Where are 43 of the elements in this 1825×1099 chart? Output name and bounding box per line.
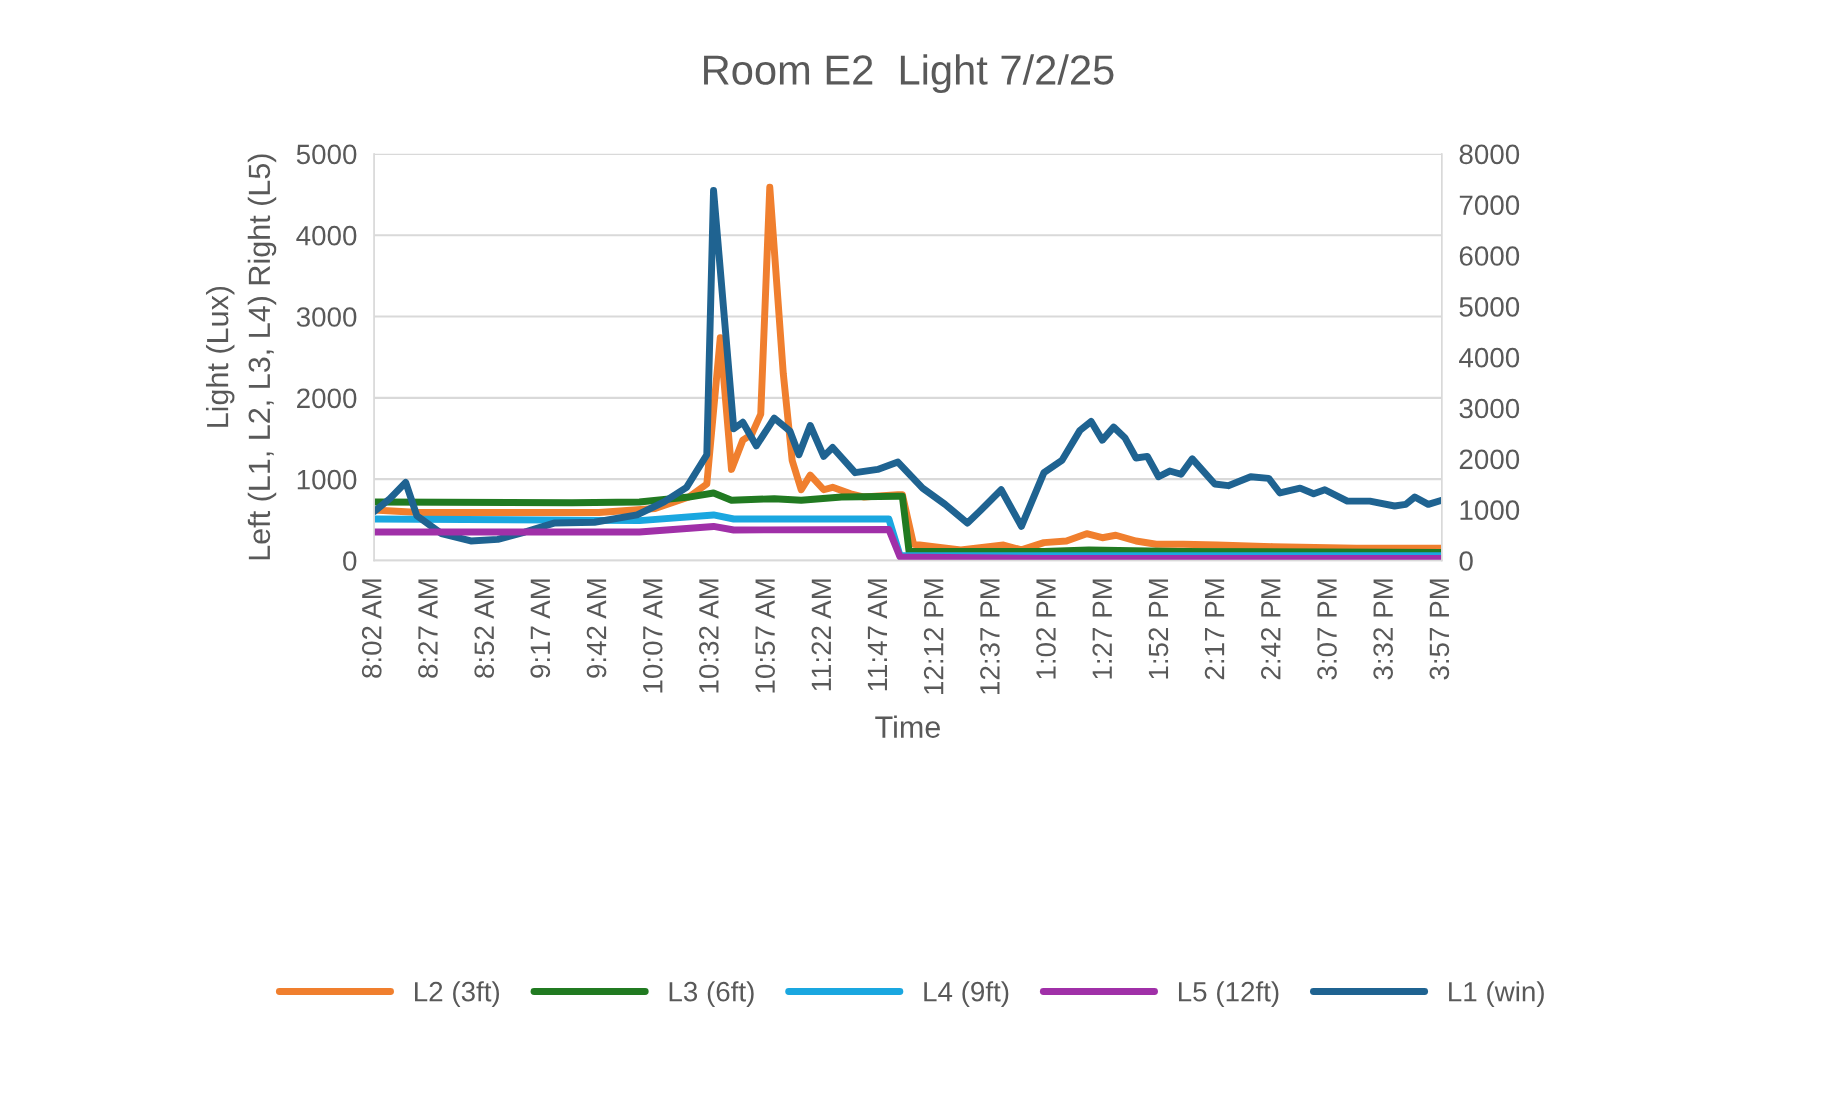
legend-label: L2 (3ft) xyxy=(415,981,500,1008)
x-tick-label: 3:32 PM xyxy=(1373,579,1393,680)
x-tick-label: 11:22 AM xyxy=(811,579,831,691)
x-tick-label: 12:37 PM xyxy=(980,579,1000,694)
x-tick-label: 12:12 PM xyxy=(923,579,944,694)
x-tick-label: 8:52 AM xyxy=(474,579,495,678)
legend-label: L1 (win) xyxy=(1449,981,1544,1008)
y-tick-label: 2000 xyxy=(297,388,357,409)
x-tick-label: 10:07 AM xyxy=(642,579,663,693)
y2-tick-label: 2000 xyxy=(1459,449,1520,470)
y2-tick-label: 4000 xyxy=(1459,347,1520,368)
y-tick-label: 5000 xyxy=(296,144,357,165)
y2-tick-label: 8000 xyxy=(1459,144,1520,165)
y-tick-label: 4000 xyxy=(296,225,357,246)
y-tick-label: 1000 xyxy=(297,469,357,490)
x-tick-label: 1:27 PM xyxy=(1092,579,1112,679)
legend-label: L5 (12ft) xyxy=(1178,981,1279,1008)
y2-tick-label: 6000 xyxy=(1459,246,1520,266)
legend-label: L3 (6ft) xyxy=(669,981,754,1008)
x-tick-label: 3:57 PM xyxy=(1429,579,1450,680)
y-tick-label: 3000 xyxy=(296,307,357,327)
x-axis-title: Time xyxy=(875,715,940,738)
y-axis-title: Light (Lux) Left (L1, L2, L3, L4) Right (L5) xyxy=(205,154,277,560)
x-tick-label: 10:32 AM xyxy=(699,579,719,693)
y2-tick-label: 3000 xyxy=(1459,398,1520,419)
y2-tick-label: 5000 xyxy=(1459,297,1520,317)
x-tick-label: 10:57 AM xyxy=(755,579,775,693)
y-tick-label: 0 xyxy=(343,551,357,571)
x-tick-label: 8:02 AM xyxy=(361,579,382,678)
x-tick-label: 1:52 PM xyxy=(1148,579,1169,679)
x-tick-label: 2:42 PM xyxy=(1260,579,1281,680)
x-tick-label: 9:17 AM xyxy=(530,579,551,678)
x-tick-label: 1:02 PM xyxy=(1036,579,1056,679)
y2-tick-label: 0 xyxy=(1459,551,1473,571)
chart-title: Room E2 Light 7/2/25 xyxy=(704,54,1114,94)
legend-label: L4 (9ft) xyxy=(924,981,1009,1008)
y2-tick-label: 1000 xyxy=(1460,500,1520,520)
x-tick-label: 8:27 AM xyxy=(418,579,438,678)
x-tick-label: 9:42 AM xyxy=(586,579,607,678)
x-tick-label: 2:17 PM xyxy=(1204,579,1225,680)
y2-tick-label: 7000 xyxy=(1459,195,1520,216)
x-tick-label: 3:07 PM xyxy=(1317,579,1337,680)
x-tick-label: 11:47 AM xyxy=(867,579,887,691)
